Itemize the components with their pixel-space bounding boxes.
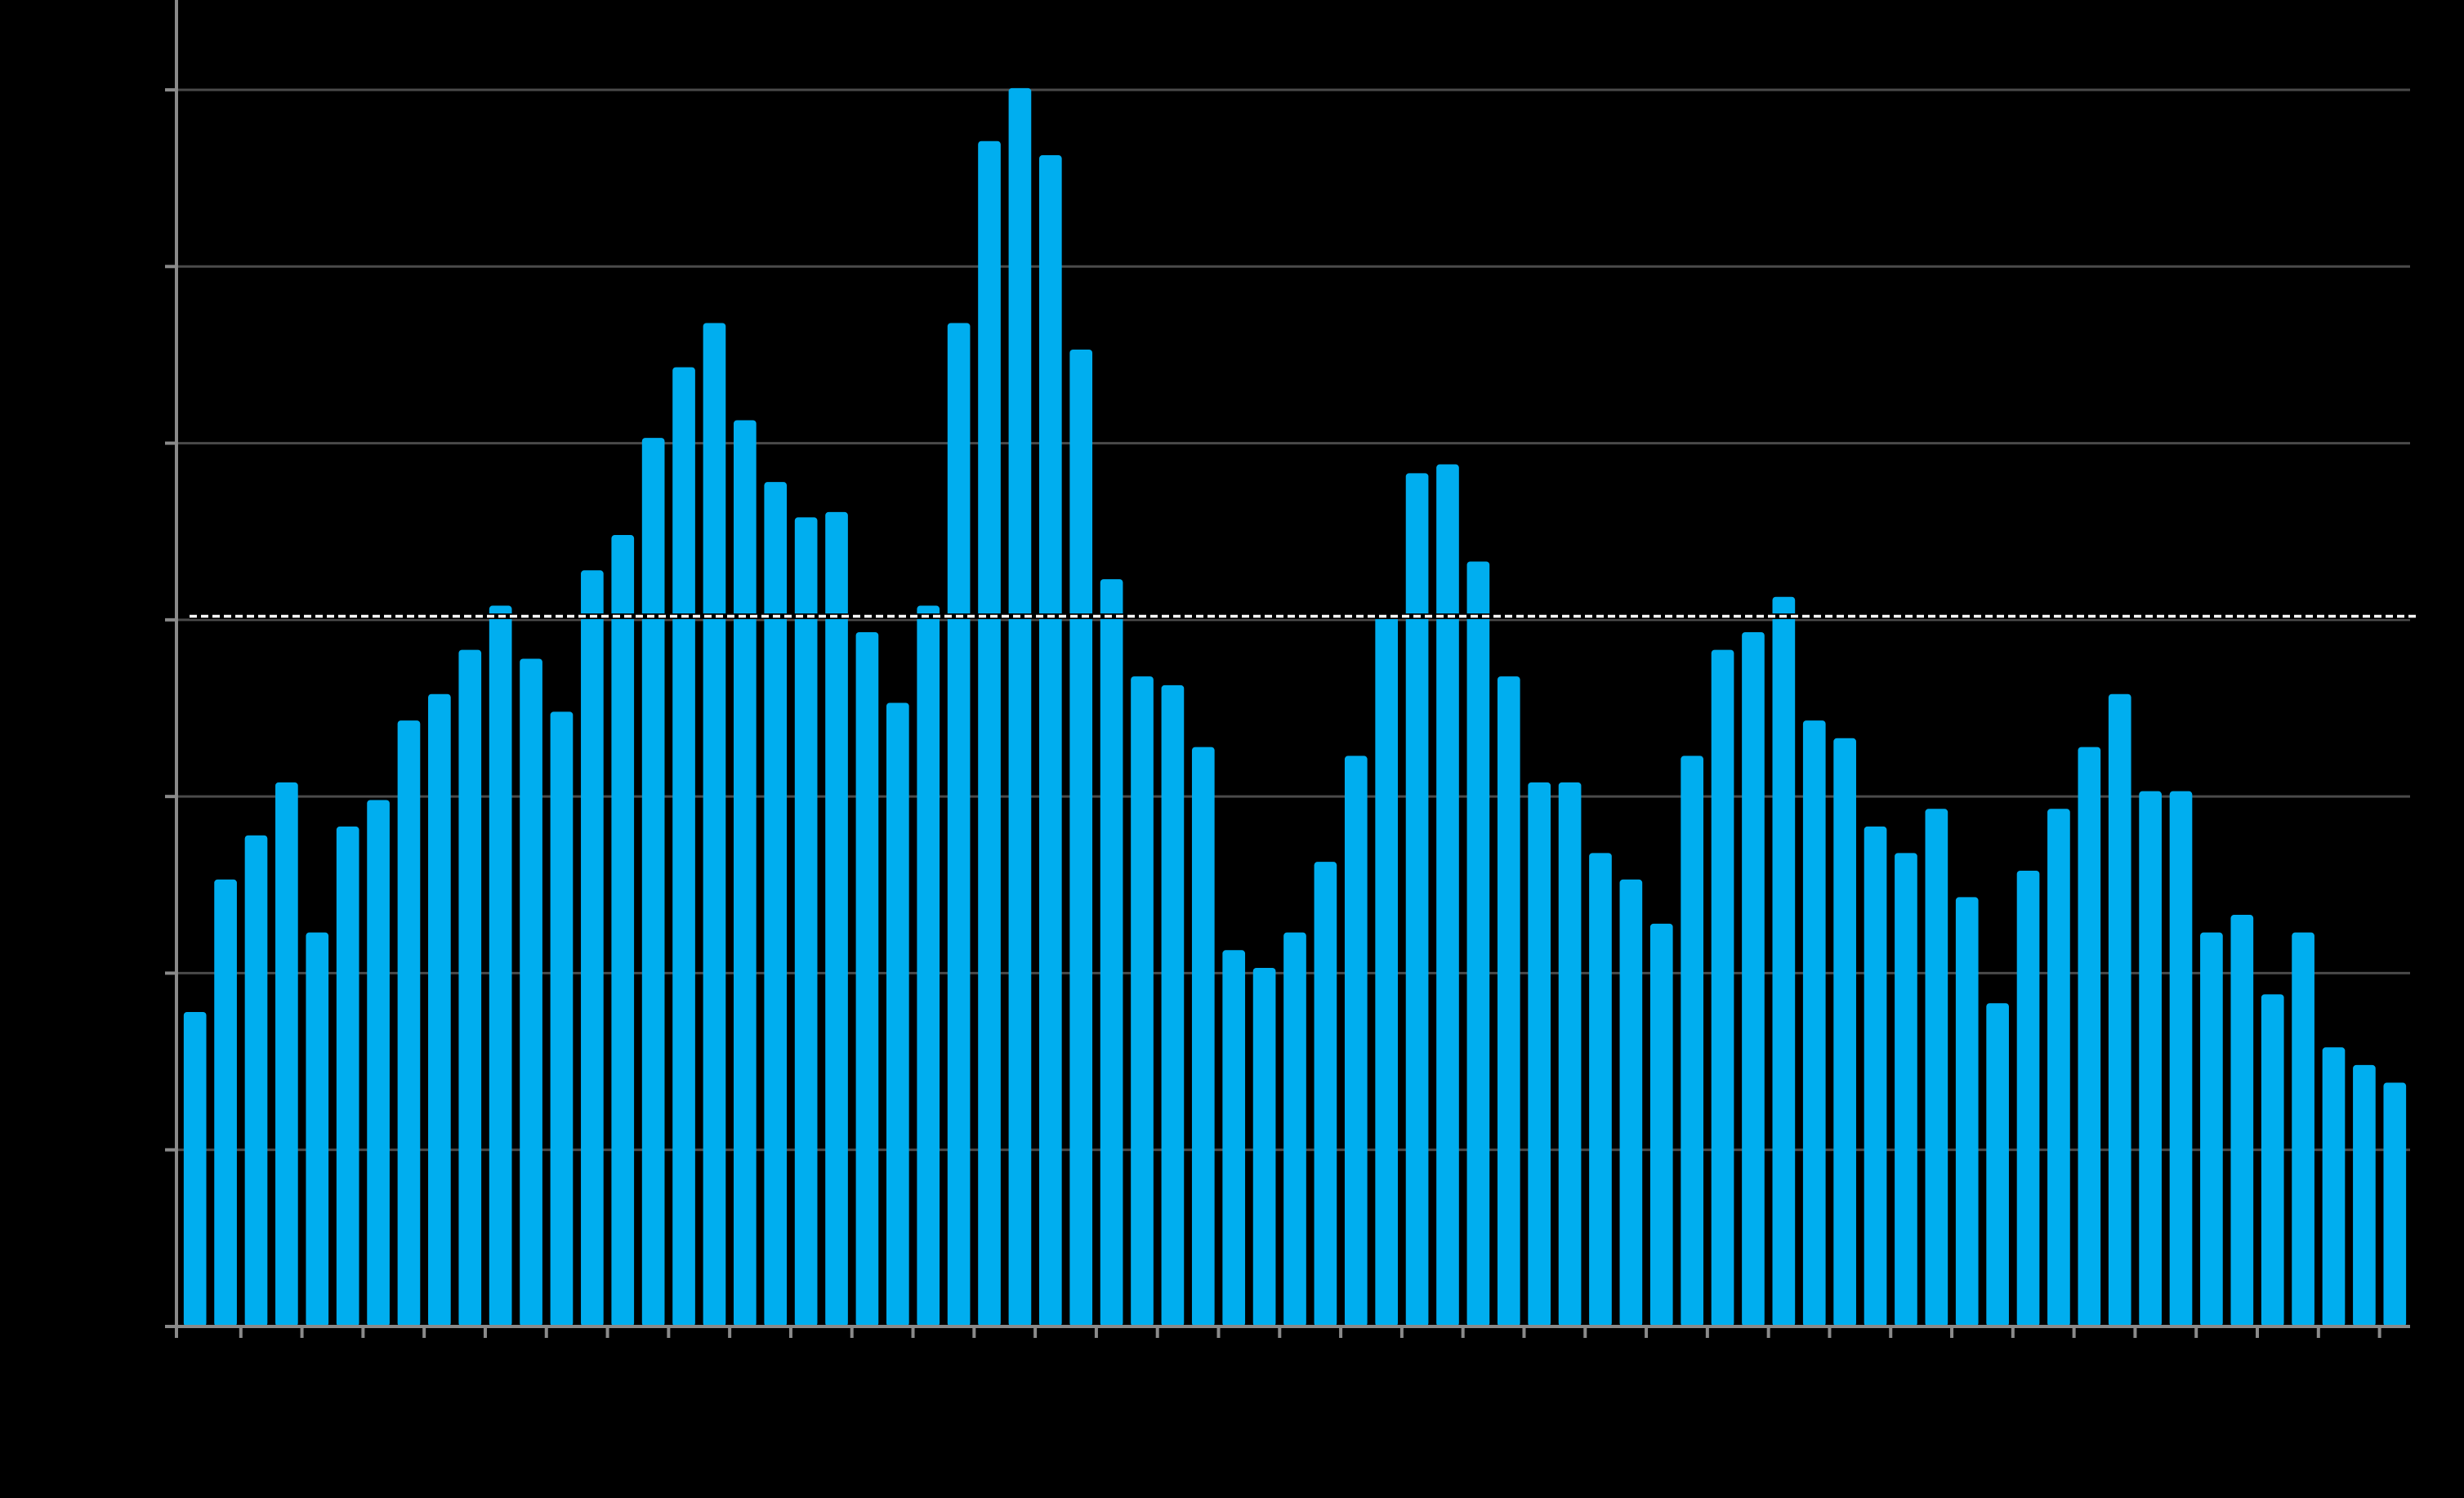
- bar: [1222, 950, 1246, 1326]
- bar: [1619, 879, 1643, 1326]
- bar: [2016, 870, 2040, 1326]
- bar: [2261, 994, 2284, 1326]
- bar: [947, 323, 971, 1326]
- bar: [978, 140, 1001, 1327]
- bars: [183, 87, 2407, 1327]
- bar: [1802, 720, 1826, 1326]
- bar: [214, 879, 237, 1326]
- bar: [428, 693, 451, 1326]
- bar: [2139, 791, 2162, 1326]
- bar: [672, 367, 695, 1326]
- bar: [1252, 967, 1276, 1326]
- bar: [1864, 826, 1887, 1326]
- bar: [306, 932, 329, 1326]
- axes: [165, 0, 2410, 1338]
- bar: [886, 702, 909, 1326]
- bar: [917, 605, 940, 1326]
- bar: [2200, 932, 2223, 1326]
- bar: [1589, 853, 1612, 1326]
- bar: [1344, 756, 1368, 1326]
- bar: [1314, 862, 1337, 1326]
- bar: [1772, 596, 1796, 1326]
- bar: [1100, 579, 1123, 1326]
- bar: [2169, 791, 2193, 1326]
- bar: [397, 720, 421, 1326]
- bar: [1528, 782, 1551, 1326]
- bar: [1436, 464, 1459, 1326]
- bar: [1986, 1003, 2009, 1326]
- bar: [1742, 632, 1765, 1326]
- bar: [1008, 87, 1032, 1327]
- bar: [1131, 676, 1154, 1326]
- bar: [1925, 809, 1948, 1326]
- bar: [367, 800, 390, 1326]
- bar: [2047, 809, 2070, 1326]
- bar: [794, 517, 818, 1326]
- bar: [1161, 684, 1185, 1326]
- bar: [825, 511, 848, 1326]
- bar: [1649, 923, 1673, 1326]
- bar: [2292, 932, 2314, 1326]
- bar: [1405, 473, 1429, 1326]
- bar: [581, 570, 604, 1326]
- bar: [1283, 932, 1306, 1326]
- bar: [244, 835, 268, 1326]
- bar: [641, 438, 665, 1326]
- bar: [1375, 614, 1399, 1326]
- bar: [1955, 897, 1979, 1326]
- bar: [489, 605, 512, 1326]
- bar: [1711, 649, 1734, 1326]
- bar: [2353, 1064, 2376, 1326]
- bar: [2383, 1082, 2407, 1326]
- bar: [855, 632, 879, 1326]
- bar: [520, 658, 542, 1326]
- bar: [550, 711, 574, 1326]
- bar: [458, 649, 482, 1326]
- bar: [2230, 915, 2254, 1326]
- bar: [1895, 853, 1917, 1326]
- bar: [1558, 782, 1582, 1326]
- bar: [703, 323, 726, 1326]
- bar: [2322, 1047, 2346, 1326]
- bar: [2108, 693, 2131, 1326]
- bar: [183, 1012, 207, 1326]
- bar: [1466, 561, 1490, 1326]
- bar: [1833, 738, 1856, 1326]
- bar: [1497, 676, 1520, 1326]
- bar: [1038, 155, 1062, 1326]
- bar: [764, 482, 788, 1326]
- bar: [611, 535, 635, 1326]
- bar: [1681, 756, 1703, 1326]
- bar: [734, 420, 757, 1327]
- bar: [336, 826, 359, 1326]
- bar: [1069, 349, 1093, 1327]
- bar: [1191, 747, 1215, 1326]
- bar: [275, 782, 298, 1326]
- bar: [2078, 747, 2101, 1326]
